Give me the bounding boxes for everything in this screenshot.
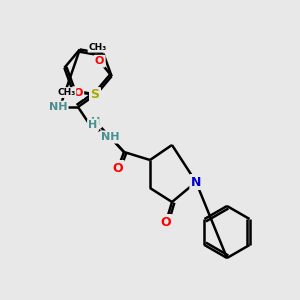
Text: NH: NH xyxy=(49,102,67,112)
Text: CH₃: CH₃ xyxy=(88,43,107,52)
Text: O: O xyxy=(161,215,171,229)
Text: O: O xyxy=(74,88,83,98)
Text: NH: NH xyxy=(101,132,119,142)
Text: CH₃: CH₃ xyxy=(57,88,75,97)
Text: N: N xyxy=(191,176,201,188)
Text: O: O xyxy=(113,161,123,175)
Text: H: H xyxy=(88,120,98,130)
Text: O: O xyxy=(95,56,104,66)
Text: NH: NH xyxy=(101,132,119,142)
Text: S: S xyxy=(91,88,100,101)
Text: H: H xyxy=(92,117,100,127)
